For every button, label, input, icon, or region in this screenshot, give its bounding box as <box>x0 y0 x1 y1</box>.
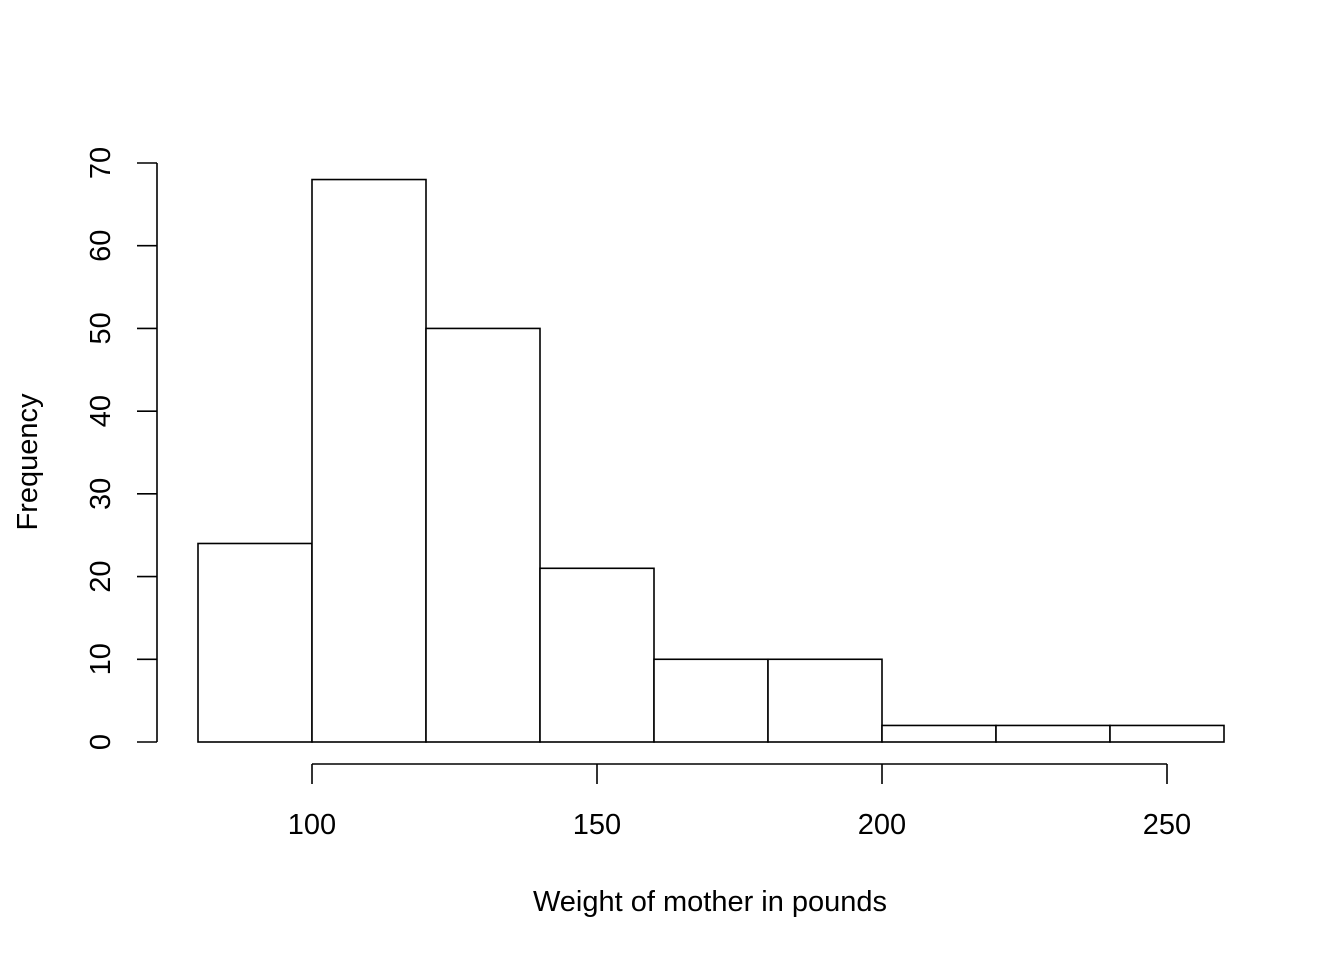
histogram-bar <box>539 567 655 743</box>
x-axis-title: Weight of mother in pounds <box>533 886 887 918</box>
y-tick-label: 30 <box>85 478 117 510</box>
y-tick-label: 10 <box>85 643 117 675</box>
x-tick-label: 200 <box>858 809 906 841</box>
x-tick-label: 100 <box>288 809 336 841</box>
y-tick-label: 20 <box>85 560 117 592</box>
x-tick-label: 250 <box>1143 809 1191 841</box>
y-tick-label: 0 <box>85 734 117 750</box>
y-axis: 0 10 20 30 40 50 60 70 <box>85 147 158 750</box>
histogram-bar <box>995 724 1111 743</box>
y-tick-label: 40 <box>85 395 117 427</box>
x-tick-label: 150 <box>573 809 621 841</box>
histogram-bar <box>311 178 427 743</box>
x-axis: 100 150 200 250 <box>288 763 1191 841</box>
histogram-bar <box>425 327 541 743</box>
histogram-bar <box>881 724 997 743</box>
y-tick-label: 60 <box>85 230 117 262</box>
histogram-bar <box>767 658 883 743</box>
histogram-bar <box>197 542 313 743</box>
histogram-bars <box>197 178 1225 743</box>
y-axis-title: Frequency <box>12 393 44 531</box>
y-tick-label: 50 <box>85 312 117 344</box>
histogram-bar <box>1109 724 1225 743</box>
histogram-bar <box>653 658 769 743</box>
y-tick-label: 70 <box>85 147 117 179</box>
